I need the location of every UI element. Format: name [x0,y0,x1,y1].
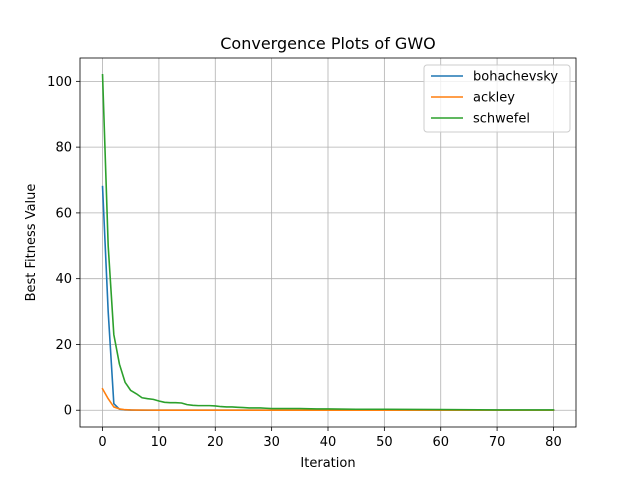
x-axis-label: Iteration [300,456,355,471]
legend-label-schwefel: schwefel [473,112,530,127]
series-layer [101,73,555,412]
y-tick-label: 0 [64,404,72,419]
ticks-layer: 0 10 20 30 40 50 60 70 80 0 20 40 60 80 100 [47,75,562,450]
chart-title: Convergence Plots of GWO [220,34,435,53]
y-tick-label: 40 [55,272,72,287]
series-line-ackley [101,387,555,412]
legend-label-bohachevsky: bohachevsky [473,70,558,85]
x-tick-label: 0 [98,435,106,450]
y-tick-label: 100 [47,75,72,90]
y-tick-label: 20 [55,338,72,353]
legend: bohachevsky ackley schwefel [423,64,571,133]
legend-label-ackley: ackley [473,91,515,106]
x-tick-label: 40 [320,435,337,450]
x-tick-label: 80 [545,435,562,450]
x-tick-label: 20 [207,435,224,450]
x-tick-label: 70 [489,435,506,450]
legend-frame [423,64,571,133]
x-tick-label: 60 [432,435,449,450]
x-tick-label: 30 [263,435,280,450]
x-tick-label: 10 [151,435,168,450]
y-tick-label: 80 [55,141,72,156]
y-tick-label: 60 [55,206,72,221]
series-line-schwefel [101,73,555,411]
y-axis-label: Best Fitness Value [24,184,39,302]
x-tick-label: 50 [376,435,393,450]
